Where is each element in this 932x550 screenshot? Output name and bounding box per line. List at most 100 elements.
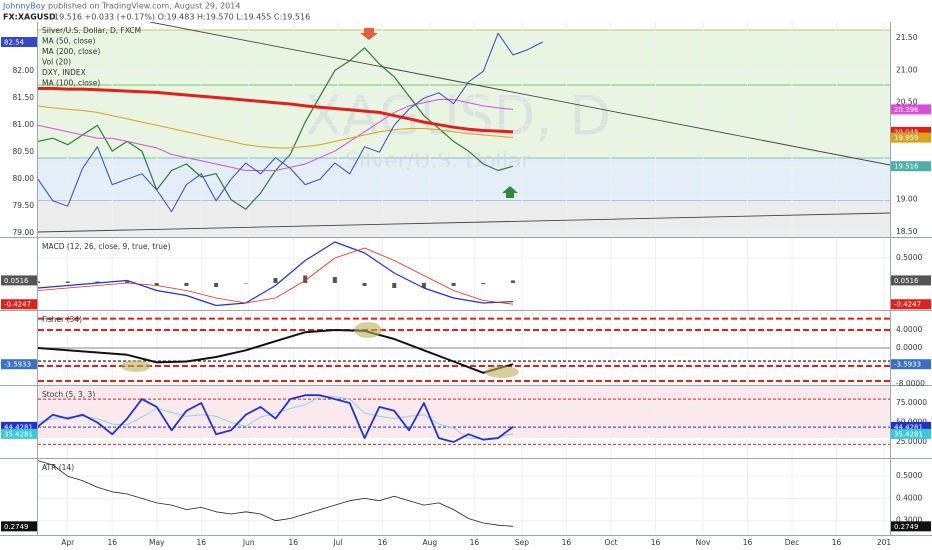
price-tag: [891, 299, 931, 310]
trendline: [38, 212, 890, 233]
price-tag: [891, 104, 931, 115]
x-tick-label: Nov: [696, 538, 711, 547]
x-tick-label: Sep: [515, 538, 529, 547]
histogram-bar: [451, 283, 456, 286]
x-tick-label: 16: [107, 538, 117, 547]
price-tag-label: 35.4281: [4, 430, 33, 438]
x-tick-label: 16: [197, 538, 207, 547]
x-tick-label: May: [149, 538, 165, 547]
price-tag-label: 0.2749: [894, 523, 919, 531]
y-tick-label: 18.50: [896, 227, 918, 236]
y-tick-label: 75.0000: [896, 398, 927, 407]
watermark: Silver/U.S. Dollar: [345, 149, 531, 174]
y-tick-label: 19.00: [896, 195, 918, 204]
x-tick-label: Jun: [242, 538, 255, 547]
trendlines: [38, 22, 890, 233]
author[interactable]: JohnnyBoy: [2, 2, 46, 11]
series-line: [37, 32, 543, 213]
histogram-bar: [273, 278, 278, 283]
price-tag: [1, 275, 37, 286]
series-line: [38, 87, 514, 134]
legend-entry: Vol (20): [42, 58, 71, 67]
x-tick-label: 16: [832, 538, 842, 547]
y-tick-label: 21.50: [896, 33, 918, 42]
y-tick-label: 81.50: [13, 93, 35, 102]
published: published on TradingView.com, August 29,…: [48, 2, 240, 11]
price-tag: [891, 521, 931, 532]
histogram-bar: [392, 283, 397, 288]
y-tick-label: 79.50: [13, 201, 35, 210]
series-line: [37, 460, 514, 527]
y-tick-label: 0.5000: [896, 471, 922, 480]
price-tag-label: 19.959: [894, 134, 919, 142]
legend-entry: MA (100, close): [42, 79, 100, 88]
series-line: [37, 329, 514, 374]
price-tag-label: 20.048: [894, 128, 919, 136]
price-tag: [891, 359, 931, 370]
price-tag: [1, 359, 37, 370]
price-tag: [1, 36, 37, 47]
legend-entry: DXY, INDEX: [42, 68, 86, 77]
price-tag-label: -0.4247: [894, 301, 921, 309]
price-tag-label: 0.0516: [894, 277, 919, 285]
y-tick-label: 25.0000: [896, 437, 927, 446]
x-tick-label: Apr: [61, 538, 75, 547]
series-line: [37, 99, 514, 171]
histogram-bar: [214, 283, 219, 287]
y-tick-label: 82.00: [13, 66, 35, 75]
y-tick-label: 79.00: [13, 228, 35, 237]
down-arrow: [360, 28, 378, 40]
x-tick-label: 16: [378, 538, 388, 547]
x-tick-label: Oct: [604, 538, 617, 547]
x-tick-label: Dec: [785, 538, 800, 547]
plot-layer: Apr 16 May 16 Jun 16 Jul 16 Aug 16 Sep 16 Oct 16 Nov 16…: [0, 22, 932, 547]
legend-entry: Fisher (34): [42, 315, 82, 324]
legend-entry: ATR (14): [42, 463, 74, 472]
y-tick-label: 20.50: [896, 98, 918, 107]
price-tag: [1, 299, 37, 310]
series-line: [37, 247, 514, 305]
legend-entry: MA (200, close): [42, 47, 100, 56]
quote: 19.516 +0.033 (+0.17%) O:19.483 H:19.570…: [54, 13, 310, 22]
series-line: [37, 394, 514, 443]
histogram-bar: [125, 281, 130, 283]
price-tag-label: 19.516: [894, 163, 919, 171]
histogram-bar: [184, 283, 189, 286]
legend-entry: Silver/U.S. Dollar, D, FXCM: [42, 26, 141, 35]
y-tick-label: -8.0000: [896, 379, 925, 388]
histogram-bar: [65, 281, 70, 283]
price-tag: [891, 132, 931, 143]
highlight: [485, 366, 519, 378]
symbol: FX:XAGUSD: [3, 13, 56, 22]
x-tick-label: 201: [877, 538, 892, 547]
price-tag-label: -3.5933: [4, 361, 31, 369]
price-tag: [1, 428, 37, 439]
price-tag-label: 0.2749: [4, 523, 29, 531]
price-tag: [891, 428, 931, 439]
x-tick-label: 16: [289, 538, 299, 547]
x-tick-label: 16: [562, 538, 572, 547]
histogram-bar: [421, 283, 426, 288]
x-tick-label: 16: [470, 538, 480, 547]
highlight: [354, 322, 382, 338]
price-tag-label: 35.4281: [894, 430, 923, 438]
price-tag-label: 0.0516: [4, 277, 29, 285]
stoch-band: [38, 386, 890, 438]
price-tag: [891, 275, 931, 286]
price-tag: [1, 521, 37, 532]
x-tick-label: Aug: [423, 538, 438, 547]
histogram-bar: [362, 283, 367, 286]
legend-entry: MA (50, close): [42, 37, 96, 46]
price-tag: [891, 161, 931, 172]
y-tick-label: 81.00: [13, 120, 35, 129]
price-tag-label: 44.4281: [894, 423, 923, 431]
histogram-bar: [332, 277, 337, 283]
legend-entry: Stoch (5, 3, 3): [42, 390, 95, 399]
x-tick-label: Jul: [332, 538, 342, 547]
series-line: [37, 241, 514, 307]
price-tag-label: 82.54: [4, 38, 25, 46]
y-tick-label: 80.50: [13, 147, 35, 156]
highlight: [121, 360, 151, 372]
up-arrow: [502, 186, 518, 198]
